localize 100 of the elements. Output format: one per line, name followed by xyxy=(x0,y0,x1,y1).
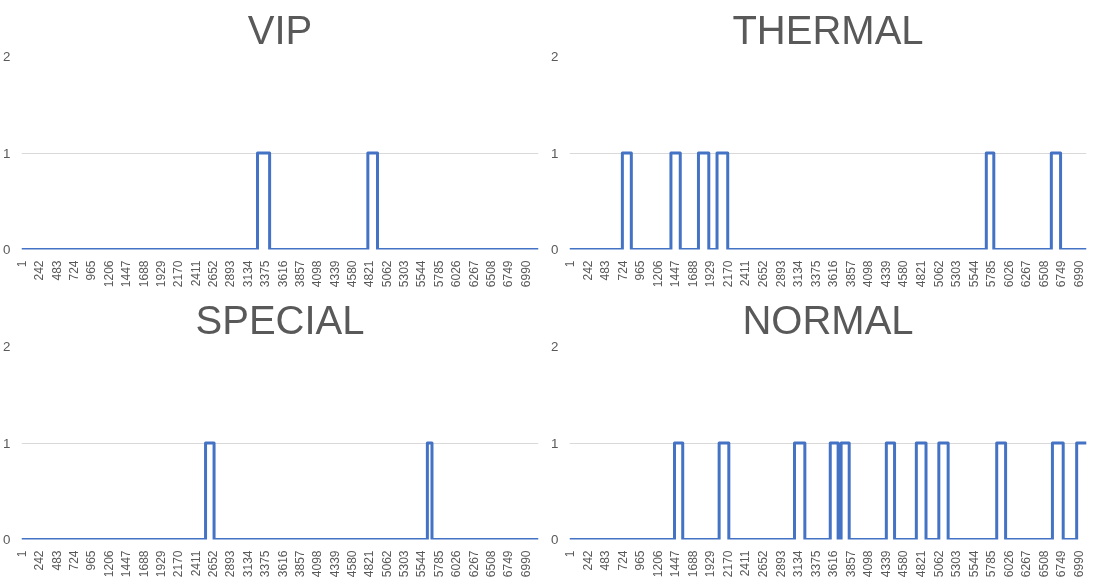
x-tick-label: 1688 xyxy=(685,550,700,578)
x-tick-label: 242 xyxy=(32,260,47,281)
x-tick-label: 5062 xyxy=(931,550,946,578)
x-tick-label: 6026 xyxy=(1001,260,1016,288)
x-tick-label: 6508 xyxy=(483,550,498,578)
x-tick-label: 4098 xyxy=(861,260,876,288)
x-tick-label: 1 xyxy=(563,550,577,558)
x-tick-label: 3134 xyxy=(240,260,255,288)
chart-title: SPECIAL xyxy=(195,297,365,342)
x-tick-label: 6508 xyxy=(483,260,498,288)
x-tick-label: 2411 xyxy=(188,550,203,577)
x-tick-label: 483 xyxy=(598,550,613,571)
x-tick-label: 3857 xyxy=(843,260,858,288)
x-tick-label: 5062 xyxy=(931,260,946,288)
y-tick-label: 2 xyxy=(3,49,11,64)
x-tick-label: 1447 xyxy=(668,260,683,288)
x-tick-label: 2652 xyxy=(206,550,221,578)
x-tick-label: 6749 xyxy=(1054,550,1069,578)
x-tick-label: 2411 xyxy=(738,260,753,287)
x-tick-label: 965 xyxy=(633,550,648,571)
x-tick-label: 5785 xyxy=(984,550,999,578)
x-tick-label: 6267 xyxy=(1019,260,1034,288)
x-tick-label: 4821 xyxy=(913,550,928,578)
chart-title: NORMAL xyxy=(742,297,914,342)
x-tick-label: 2411 xyxy=(738,550,753,577)
x-tick-label: 3616 xyxy=(275,550,290,578)
y-tick-label: 2 xyxy=(551,339,559,354)
x-tick-label: 5785 xyxy=(431,260,446,288)
x-tick-label: 1206 xyxy=(101,260,116,288)
x-tick-label: 1929 xyxy=(703,550,718,578)
x-tick-label: 4339 xyxy=(327,550,342,578)
x-tick-label: 6508 xyxy=(1036,550,1051,578)
x-tick-label: 3857 xyxy=(843,550,858,578)
x-tick-label: 3616 xyxy=(826,260,841,288)
x-tick-label: 6026 xyxy=(449,260,464,288)
y-tick-label: 0 xyxy=(3,242,11,257)
x-tick-label: 3134 xyxy=(791,260,806,288)
x-tick-label: 6026 xyxy=(1001,550,1016,578)
x-tick-label: 724 xyxy=(615,550,630,571)
x-tick-label: 3134 xyxy=(240,550,255,578)
y-tick-label: 1 xyxy=(551,435,559,451)
x-tick-label: 2170 xyxy=(171,550,186,578)
x-tick-label: 4098 xyxy=(310,550,325,578)
x-tick-label: 1206 xyxy=(650,260,665,288)
x-tick-label: 1 xyxy=(563,260,577,268)
x-tick-label: 3134 xyxy=(791,550,806,578)
x-tick-label: 2652 xyxy=(756,550,771,578)
x-tick-label: 2893 xyxy=(773,260,788,288)
x-tick-label: 1929 xyxy=(153,260,168,288)
x-tick-label: 2893 xyxy=(773,550,788,578)
x-tick-label: 4580 xyxy=(896,260,911,288)
x-tick-label: 1929 xyxy=(153,550,168,578)
x-tick-label: 6990 xyxy=(1071,260,1086,288)
x-tick-label: 4821 xyxy=(362,260,377,288)
x-tick-label: 5303 xyxy=(397,550,412,578)
y-tick-label: 0 xyxy=(551,242,559,257)
x-tick-label: 5785 xyxy=(431,550,446,578)
x-tick-label: 724 xyxy=(67,550,82,571)
x-tick-label: 5303 xyxy=(949,550,964,578)
x-tick-label: 1447 xyxy=(668,550,683,578)
x-tick-label: 1447 xyxy=(119,260,134,288)
x-tick-label: 4821 xyxy=(913,260,928,288)
x-tick-label: 4339 xyxy=(327,260,342,288)
x-tick-label: 4339 xyxy=(878,260,893,288)
x-tick-label: 242 xyxy=(580,550,595,571)
chart-title: THERMAL xyxy=(732,7,924,52)
x-tick-label: 965 xyxy=(84,550,99,571)
x-tick-label: 2411 xyxy=(188,260,203,287)
x-tick-label: 1206 xyxy=(101,550,116,578)
x-tick-label: 6749 xyxy=(501,550,516,578)
x-tick-label: 4580 xyxy=(896,550,911,578)
x-tick-label: 242 xyxy=(580,260,595,281)
x-tick-label: 2170 xyxy=(720,260,735,288)
x-tick-label: 6990 xyxy=(518,550,533,578)
x-tick-label: 6508 xyxy=(1036,260,1051,288)
x-tick-label: 4098 xyxy=(310,260,325,288)
x-tick-label: 3857 xyxy=(292,260,307,288)
x-tick-label: 5303 xyxy=(397,260,412,288)
x-tick-label: 3375 xyxy=(808,550,823,578)
x-tick-label: 5062 xyxy=(379,260,394,288)
x-tick-label: 2893 xyxy=(223,260,238,288)
x-tick-label: 1447 xyxy=(119,550,134,578)
x-tick-label: 1 xyxy=(15,550,29,558)
x-tick-label: 2893 xyxy=(223,550,238,578)
x-tick-label: 2652 xyxy=(206,260,221,288)
x-tick-label: 5544 xyxy=(414,550,429,578)
x-tick-label: 4821 xyxy=(362,550,377,578)
x-tick-label: 1688 xyxy=(136,550,151,578)
chart-title: VIP xyxy=(247,7,313,52)
y-tick-label: 2 xyxy=(3,339,11,354)
x-tick-label: 6990 xyxy=(518,260,533,288)
x-tick-label: 4580 xyxy=(344,260,359,288)
x-tick-label: 3857 xyxy=(292,550,307,578)
x-tick-label: 3616 xyxy=(275,260,290,288)
x-tick-label: 5544 xyxy=(966,550,981,578)
y-tick-label: 1 xyxy=(551,145,559,161)
y-tick-label: 1 xyxy=(3,435,11,451)
x-tick-label: 6749 xyxy=(501,260,516,288)
x-tick-label: 6267 xyxy=(466,550,481,578)
x-tick-label: 965 xyxy=(84,260,99,281)
